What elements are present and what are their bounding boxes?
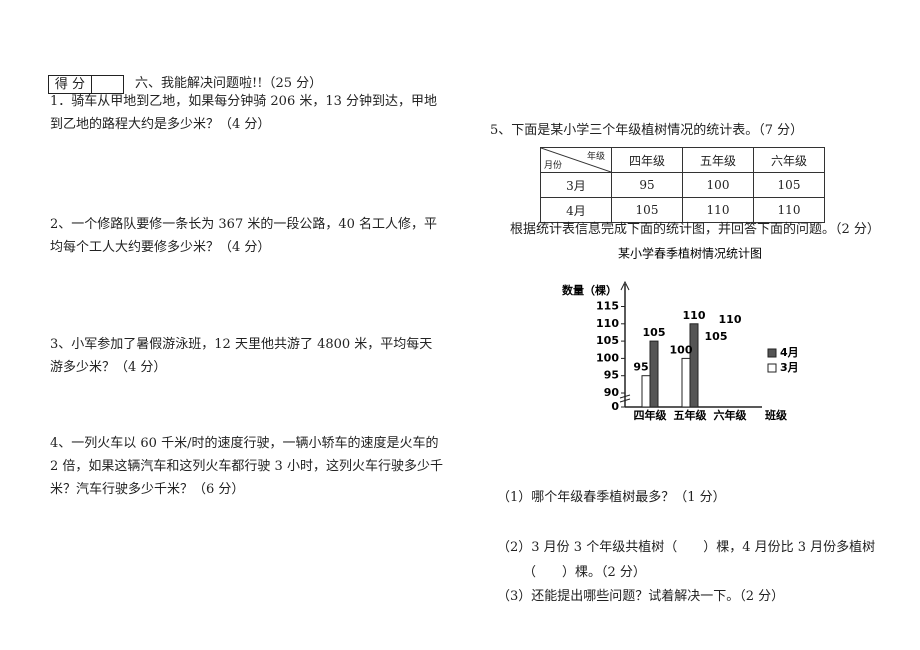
data-table: 年级 月份 四年级 五年级 六年级 3月 95 100 105 4月 105 1…	[540, 147, 825, 223]
x-axis-label: 班级	[765, 408, 788, 422]
y-tick-label: 95	[604, 369, 619, 382]
diagonal	[541, 148, 611, 172]
question: 4、一列火车以 60 千米/时的速度行驶，一辆小轿车的速度是火车的 2 倍，如果…	[50, 436, 443, 497]
row-header: 3月	[540, 172, 612, 198]
question: 3、小军参加了暑假游泳班，12 天里他共游了 4800 米，平均每天游多少米？（…	[50, 337, 433, 375]
x-tick-label: 五年级	[674, 408, 708, 422]
section-title: 六、我能解决问题啦!!（25 分）	[135, 76, 323, 91]
bar	[689, 323, 699, 408]
question: 5、下面是某小学三个年级植树情况的统计表。（7 分）	[490, 123, 804, 138]
y-tick-label: 105	[596, 334, 619, 347]
question: 1．骑车从甲地到乙地，如果每分钟骑 206 米，13 分钟到达，甲地到乙地的路程…	[50, 94, 438, 132]
axis-break	[619, 394, 631, 403]
x-tick-label: 四年级	[634, 408, 668, 422]
y-tick-label: 115	[596, 300, 619, 313]
corner-cell: 年级 月份	[540, 147, 612, 173]
y-axis-label: 数量（棵）	[562, 283, 617, 297]
column-header: 六年级	[753, 147, 825, 173]
annotation: 110	[719, 313, 742, 326]
y-tick-label: 100	[596, 351, 619, 364]
subquestion: （2）3 月份 3 个年级共植树（ ）棵，4 月份比 3 月份多植树（ ）棵。（…	[497, 540, 876, 580]
score-box: 得 分	[48, 75, 124, 94]
bar	[641, 375, 651, 408]
data-label: 110	[683, 309, 706, 322]
y-tick-label: 0	[611, 400, 619, 413]
question: 2、一个修路队要修一条长为 367 米的一段公路，40 名工人修，平均每个工人大…	[50, 217, 438, 255]
legend-swatch	[767, 348, 777, 358]
y-tick-label: 110	[596, 317, 619, 330]
legend-label: 4月	[780, 346, 799, 359]
cell: 105	[753, 172, 825, 198]
data-label: 105	[643, 326, 666, 339]
subquestion: （1）哪个年级春季植树最多？（1 分）	[497, 490, 726, 505]
cell: 110	[682, 197, 754, 223]
chart-title: 某小学春季植树情况统计图	[618, 246, 762, 261]
data-label: 100	[670, 343, 693, 356]
cell: 95	[611, 172, 683, 198]
legend-swatch	[767, 363, 777, 373]
y-tick-label: 90	[604, 386, 620, 399]
column-header: 四年级	[611, 147, 683, 173]
score-label: 得 分	[49, 76, 92, 93]
x-tick-label: 六年级	[714, 408, 748, 422]
cell: 110	[753, 197, 825, 223]
bar	[681, 357, 691, 408]
corner-bottom: 月份	[544, 161, 563, 171]
subquestion: （3）还能提出哪些问题？试着解决一下。（2 分）	[497, 589, 785, 604]
y-axis-arrow	[620, 280, 630, 291]
corner-top: 年级	[586, 152, 605, 162]
annotation: 105	[705, 330, 728, 343]
data-label: 95	[633, 361, 648, 374]
instruction: 根据统计表信息完成下面的统计图，并回答下面的问题。（2 分）	[510, 222, 880, 237]
legend-label: 3月	[780, 361, 799, 374]
cell: 100	[682, 172, 754, 198]
column-header: 五年级	[682, 147, 754, 173]
bar	[649, 340, 659, 408]
row-header: 4月	[540, 197, 612, 223]
